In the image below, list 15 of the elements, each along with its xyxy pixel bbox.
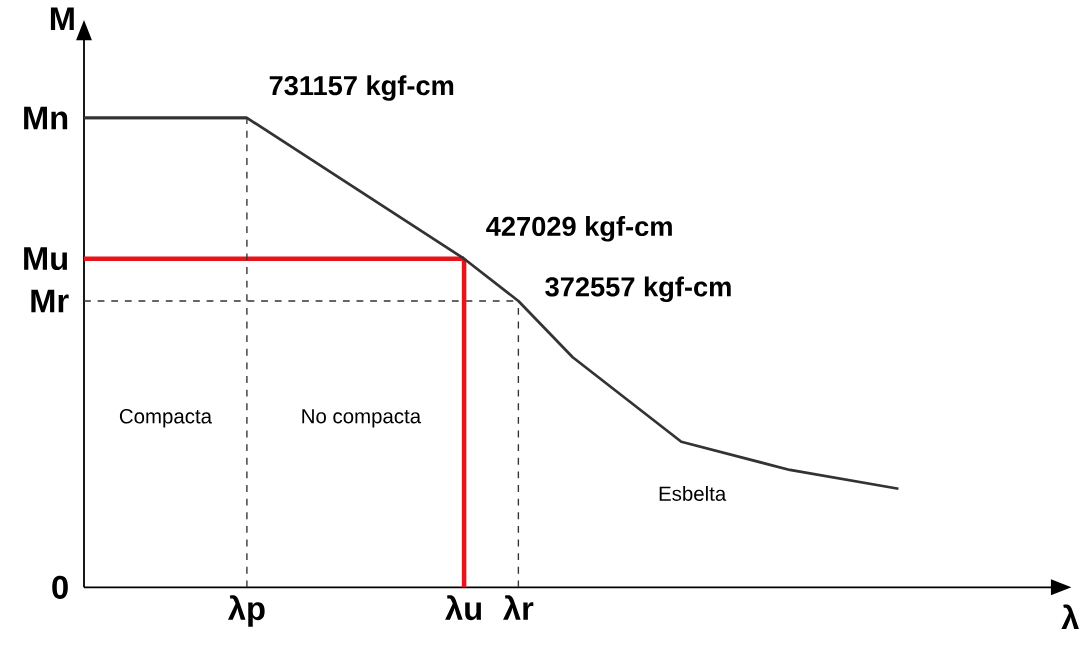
ref-line-label: Mu — [24, 247, 67, 271]
x-tick-label: λu — [445, 595, 481, 621]
annotation: 427029 kgf-cm — [486, 216, 672, 242]
text: 731157 kgf-cm — [269, 75, 454, 101]
ref-line-label: Mn — [24, 106, 68, 130]
annotation: No compacta — [302, 409, 422, 428]
x-tick-label: λr — [503, 595, 534, 620]
annotation: Esbelta — [659, 485, 727, 502]
annotation: 0 — [52, 575, 68, 599]
annotation: 372557 kgf-cm — [545, 276, 731, 303]
ref-line-label: Mr — [31, 289, 69, 313]
x-axis-title: λ — [1061, 604, 1079, 630]
x-tick-label: λp — [227, 595, 265, 627]
annotation: Compacta — [119, 409, 213, 428]
y-axis-title: M — [50, 7, 74, 31]
